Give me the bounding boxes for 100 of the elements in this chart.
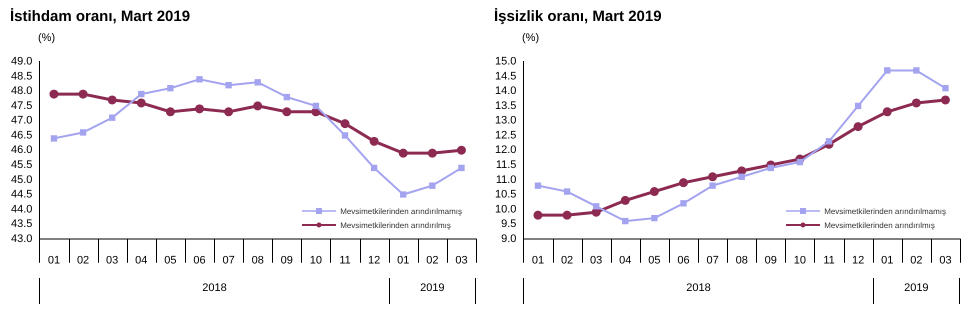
chart-title: İşsizlik oranı, Mart 2019 <box>494 8 663 27</box>
x-tick-label: 03 <box>106 254 118 266</box>
point <box>826 138 832 145</box>
x-tick-label: 09 <box>764 254 777 266</box>
point <box>562 210 572 220</box>
point <box>284 94 290 100</box>
point <box>738 174 745 180</box>
point <box>196 76 203 82</box>
point <box>340 119 350 128</box>
text: 2019 <box>388 278 476 304</box>
point <box>620 196 630 205</box>
x-tick-label: 08 <box>252 254 264 266</box>
point <box>884 67 890 74</box>
point <box>913 67 920 74</box>
point <box>80 129 86 136</box>
text: 2018 <box>39 278 389 304</box>
x-tick-label: 02 <box>560 254 574 266</box>
x-tick-label: 01 <box>48 254 60 266</box>
x-tick-label: 10 <box>310 254 322 266</box>
y-tick-label: 10.5 <box>494 188 516 201</box>
x-tick-label: 06 <box>193 254 206 266</box>
point <box>854 102 862 110</box>
point <box>282 107 292 116</box>
y-tick-label: 47.5 <box>10 100 32 112</box>
point <box>224 107 234 116</box>
chart-title: İstihdam oranı, Mart 2019 <box>10 8 192 27</box>
point <box>622 218 628 224</box>
y-tick-label: 13.5 <box>494 100 516 112</box>
point <box>456 146 466 155</box>
y-tick-label: 45.5 <box>10 159 32 171</box>
point <box>678 178 688 188</box>
point <box>882 107 892 116</box>
point <box>942 85 949 92</box>
legend-label: Mevsimetkilerinden arındırılmış <box>824 220 935 230</box>
point <box>650 187 659 196</box>
y-tick-label: 48.5 <box>10 70 32 82</box>
x-tick-label: 06 <box>677 254 690 266</box>
y-tick-label: 14.0 <box>494 85 516 98</box>
point <box>940 95 950 104</box>
y-tick-label: 14.5 <box>494 70 516 82</box>
y-tick-label: 9.5 <box>501 218 516 230</box>
point <box>370 164 378 172</box>
point <box>225 82 232 88</box>
x-tick-label: 09 <box>280 254 293 266</box>
y-tick-label: 11.0 <box>496 174 516 186</box>
point <box>254 79 261 86</box>
point <box>108 95 117 104</box>
x-tick-label: 03 <box>455 254 468 266</box>
y-tick-label: 44.5 <box>10 188 32 201</box>
x-tick-label: 08 <box>736 254 748 266</box>
point <box>253 101 262 110</box>
x-tick-label: 02 <box>426 254 438 266</box>
point <box>194 104 204 114</box>
x-tick-label: 11 <box>823 254 835 266</box>
x-tick-label: 02 <box>76 254 90 266</box>
point <box>398 148 408 158</box>
text: 2018 <box>523 278 873 304</box>
point <box>166 107 175 116</box>
legend-label: Mevsimetkilerinden arındırılmamış <box>824 206 946 216</box>
y-tick-label: 46.5 <box>10 129 32 142</box>
x-tick-label: 02 <box>910 254 922 266</box>
point <box>108 114 116 121</box>
point <box>50 135 58 142</box>
y-tick-label: 12.5 <box>494 129 516 142</box>
legend-label: Mevsimetkilerinden arındırılmamış <box>340 206 462 216</box>
x-tick-label: 10 <box>794 254 806 266</box>
point <box>592 203 600 210</box>
point <box>428 148 437 158</box>
y-tick-label: 9.0 <box>501 232 516 245</box>
x-tick-label: 11 <box>339 254 351 266</box>
x-tick-label: 05 <box>164 254 177 266</box>
y-tick-label: 10.0 <box>494 203 516 216</box>
point <box>564 188 570 195</box>
point <box>709 182 716 189</box>
x-tick-label: 12 <box>852 254 864 266</box>
y-tick-label: 15.0 <box>494 56 516 68</box>
point <box>312 102 320 110</box>
x-tick-label: 04 <box>619 254 632 266</box>
y-tick-label: 46.0 <box>10 144 32 156</box>
point <box>708 172 718 182</box>
point <box>854 122 863 132</box>
point <box>796 158 804 166</box>
point <box>912 98 921 108</box>
x-tick-label: 01 <box>397 254 410 266</box>
x-tick-label: 01 <box>532 254 544 266</box>
x-tick-label: 05 <box>648 254 661 266</box>
point <box>78 90 88 99</box>
point <box>136 98 146 108</box>
y-tick-label: 12.0 <box>494 144 516 156</box>
x-tick-label: 07 <box>706 254 719 266</box>
point <box>534 182 542 189</box>
y-tick-label: 11.5 <box>496 159 516 171</box>
point <box>768 164 774 172</box>
y-tick-label: 44.0 <box>10 203 32 216</box>
y-tick-label: 47.0 <box>10 114 32 127</box>
x-tick-label: 12 <box>368 254 380 266</box>
text: 2019 <box>872 278 960 304</box>
y-tick-label: 43.0 <box>10 232 32 245</box>
point <box>400 191 406 198</box>
legend-label: Mevsimetkilerinden arındırılmış <box>340 220 451 230</box>
